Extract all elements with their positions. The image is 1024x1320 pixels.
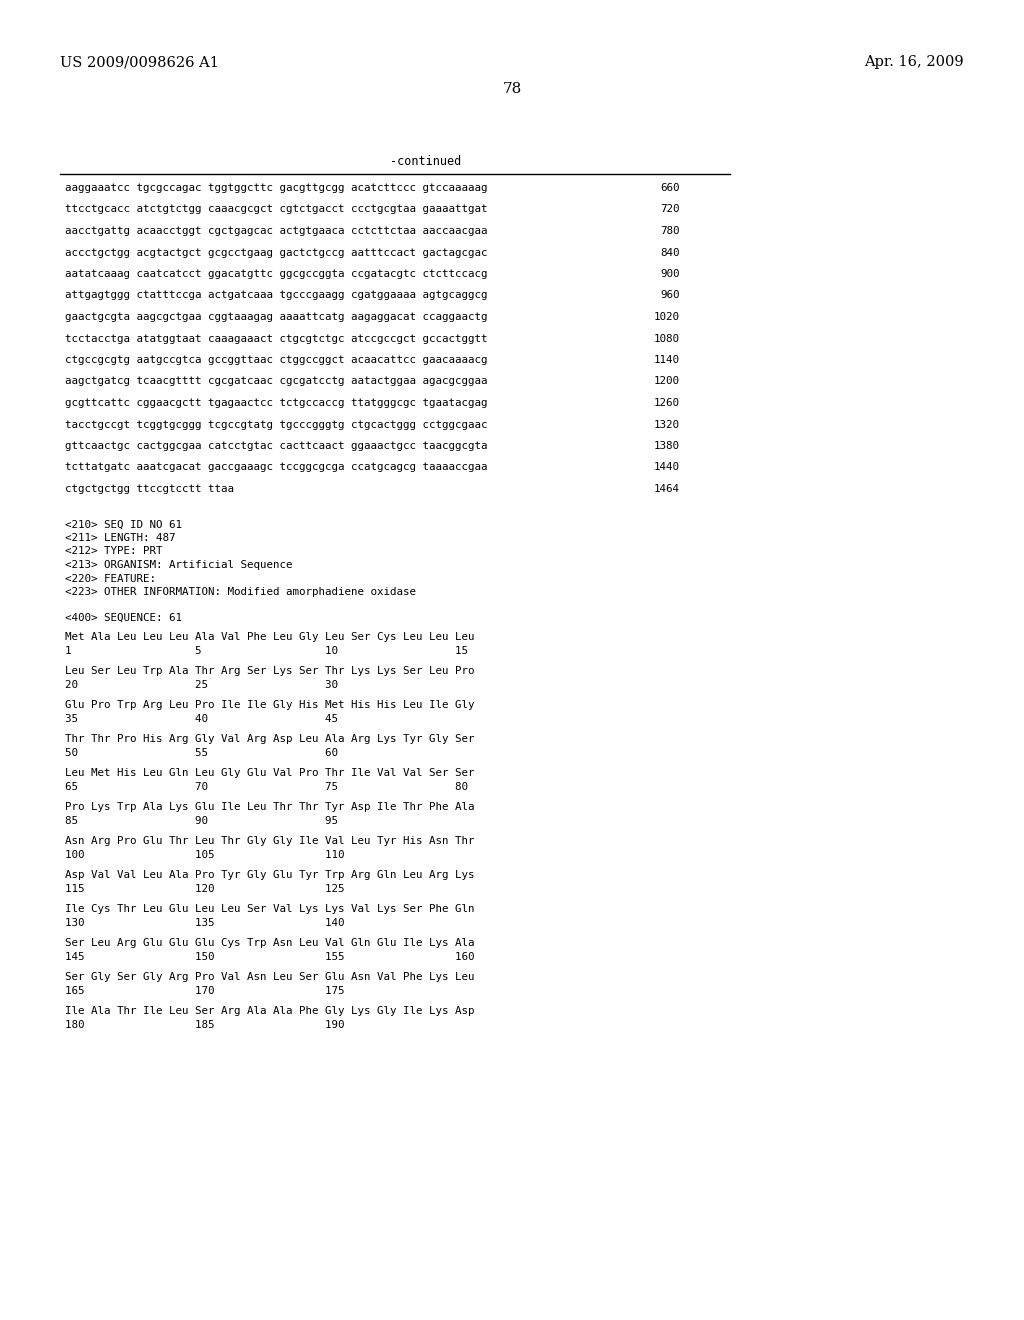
Text: tacctgccgt tcggtgcggg tcgccgtatg tgcccgggtg ctgcactggg cctggcgaac: tacctgccgt tcggtgcggg tcgccgtatg tgcccgg… <box>65 420 487 429</box>
Text: aagctgatcg tcaacgtttt cgcgatcaac cgcgatcctg aatactggaa agacgcggaa: aagctgatcg tcaacgtttt cgcgatcaac cgcgatc… <box>65 376 487 387</box>
Text: 1260: 1260 <box>654 399 680 408</box>
Text: -continued: -continued <box>390 154 461 168</box>
Text: 85                  90                  95: 85 90 95 <box>65 816 338 825</box>
Text: Ile Cys Thr Leu Glu Leu Leu Ser Val Lys Lys Val Lys Ser Phe Gln: Ile Cys Thr Leu Glu Leu Leu Ser Val Lys … <box>65 904 474 915</box>
Text: 65                  70                  75                  80: 65 70 75 80 <box>65 781 468 792</box>
Text: gttcaactgc cactggcgaa catcctgtac cacttcaact ggaaactgcc taacggcgta: gttcaactgc cactggcgaa catcctgtac cacttca… <box>65 441 487 451</box>
Text: tcctacctga atatggtaat caaagaaact ctgcgtctgc atccgccgct gccactggtt: tcctacctga atatggtaat caaagaaact ctgcgtc… <box>65 334 487 343</box>
Text: 78: 78 <box>503 82 521 96</box>
Text: <212> TYPE: PRT: <212> TYPE: PRT <box>65 546 163 557</box>
Text: Glu Pro Trp Arg Leu Pro Ile Ile Gly His Met His His Leu Ile Gly: Glu Pro Trp Arg Leu Pro Ile Ile Gly His … <box>65 701 474 710</box>
Text: tcttatgatc aaatcgacat gaccgaaagc tccggcgcga ccatgcagcg taaaaccgaa: tcttatgatc aaatcgacat gaccgaaagc tccggcg… <box>65 462 487 473</box>
Text: ctgctgctgg ttccgtcctt ttaa: ctgctgctgg ttccgtcctt ttaa <box>65 484 234 494</box>
Text: <213> ORGANISM: Artificial Sequence: <213> ORGANISM: Artificial Sequence <box>65 560 293 570</box>
Text: 1464: 1464 <box>654 484 680 494</box>
Text: Ile Ala Thr Ile Leu Ser Arg Ala Ala Phe Gly Lys Gly Ile Lys Asp: Ile Ala Thr Ile Leu Ser Arg Ala Ala Phe … <box>65 1006 474 1016</box>
Text: Asp Val Val Leu Ala Pro Tyr Gly Glu Tyr Trp Arg Gln Leu Arg Lys: Asp Val Val Leu Ala Pro Tyr Gly Glu Tyr … <box>65 870 474 880</box>
Text: accctgctgg acgtactgct gcgcctgaag gactctgccg aatttccact gactagcgac: accctgctgg acgtactgct gcgcctgaag gactctg… <box>65 248 487 257</box>
Text: Leu Ser Leu Trp Ala Thr Arg Ser Lys Ser Thr Lys Lys Ser Leu Pro: Leu Ser Leu Trp Ala Thr Arg Ser Lys Ser … <box>65 667 474 676</box>
Text: 960: 960 <box>660 290 680 301</box>
Text: 115                 120                 125: 115 120 125 <box>65 883 344 894</box>
Text: 1200: 1200 <box>654 376 680 387</box>
Text: 180                 185                 190: 180 185 190 <box>65 1019 344 1030</box>
Text: 1380: 1380 <box>654 441 680 451</box>
Text: 900: 900 <box>660 269 680 279</box>
Text: <220> FEATURE:: <220> FEATURE: <box>65 573 156 583</box>
Text: aacctgattg acaacctggt cgctgagcac actgtgaaca cctcttctaa aaccaacgaa: aacctgattg acaacctggt cgctgagcac actgtga… <box>65 226 487 236</box>
Text: 1140: 1140 <box>654 355 680 366</box>
Text: 1020: 1020 <box>654 312 680 322</box>
Text: ctgccgcgtg aatgccgtca gccggttaac ctggccggct acaacattcc gaacaaaacg: ctgccgcgtg aatgccgtca gccggttaac ctggccg… <box>65 355 487 366</box>
Text: gaactgcgta aagcgctgaa cggtaaagag aaaattcatg aagaggacat ccaggaactg: gaactgcgta aagcgctgaa cggtaaagag aaaattc… <box>65 312 487 322</box>
Text: aaggaaatcc tgcgccagac tggtggcttc gacgttgcgg acatcttccc gtccaaaaag: aaggaaatcc tgcgccagac tggtggcttc gacgttg… <box>65 183 487 193</box>
Text: Apr. 16, 2009: Apr. 16, 2009 <box>864 55 964 69</box>
Text: 165                 170                 175: 165 170 175 <box>65 986 344 995</box>
Text: Thr Thr Pro His Arg Gly Val Arg Asp Leu Ala Arg Lys Tyr Gly Ser: Thr Thr Pro His Arg Gly Val Arg Asp Leu … <box>65 734 474 744</box>
Text: Ser Leu Arg Glu Glu Glu Cys Trp Asn Leu Val Gln Glu Ile Lys Ala: Ser Leu Arg Glu Glu Glu Cys Trp Asn Leu … <box>65 939 474 949</box>
Text: 780: 780 <box>660 226 680 236</box>
Text: 1440: 1440 <box>654 462 680 473</box>
Text: <210> SEQ ID NO 61: <210> SEQ ID NO 61 <box>65 520 182 529</box>
Text: 50                  55                  60: 50 55 60 <box>65 747 338 758</box>
Text: Ser Gly Ser Gly Arg Pro Val Asn Leu Ser Glu Asn Val Phe Lys Leu: Ser Gly Ser Gly Arg Pro Val Asn Leu Ser … <box>65 973 474 982</box>
Text: <400> SEQUENCE: 61: <400> SEQUENCE: 61 <box>65 612 182 623</box>
Text: <211> LENGTH: 487: <211> LENGTH: 487 <box>65 533 175 543</box>
Text: 20                  25                  30: 20 25 30 <box>65 680 338 689</box>
Text: 1080: 1080 <box>654 334 680 343</box>
Text: 660: 660 <box>660 183 680 193</box>
Text: 100                 105                 110: 100 105 110 <box>65 850 344 859</box>
Text: 130                 135                 140: 130 135 140 <box>65 917 344 928</box>
Text: ttcctgcacc atctgtctgg caaacgcgct cgtctgacct ccctgcgtaa gaaaattgat: ttcctgcacc atctgtctgg caaacgcgct cgtctga… <box>65 205 487 214</box>
Text: Leu Met His Leu Gln Leu Gly Glu Val Pro Thr Ile Val Val Ser Ser: Leu Met His Leu Gln Leu Gly Glu Val Pro … <box>65 768 474 779</box>
Text: gcgttcattc cggaacgctt tgagaactcc tctgccaccg ttatgggcgc tgaatacgag: gcgttcattc cggaacgctt tgagaactcc tctgcca… <box>65 399 487 408</box>
Text: attgagtggg ctatttccga actgatcaaa tgcccgaagg cgatggaaaa agtgcaggcg: attgagtggg ctatttccga actgatcaaa tgcccga… <box>65 290 487 301</box>
Text: 35                  40                  45: 35 40 45 <box>65 714 338 723</box>
Text: aatatcaaag caatcatcct ggacatgttc ggcgccggta ccgatacgtc ctcttccacg: aatatcaaag caatcatcct ggacatgttc ggcgccg… <box>65 269 487 279</box>
Text: 720: 720 <box>660 205 680 214</box>
Text: 145                 150                 155                 160: 145 150 155 160 <box>65 952 474 961</box>
Text: Met Ala Leu Leu Leu Ala Val Phe Leu Gly Leu Ser Cys Leu Leu Leu: Met Ala Leu Leu Leu Ala Val Phe Leu Gly … <box>65 632 474 643</box>
Text: <223> OTHER INFORMATION: Modified amorphadiene oxidase: <223> OTHER INFORMATION: Modified amorph… <box>65 587 416 597</box>
Text: 1                   5                   10                  15: 1 5 10 15 <box>65 645 468 656</box>
Text: 840: 840 <box>660 248 680 257</box>
Text: Asn Arg Pro Glu Thr Leu Thr Gly Gly Ile Val Leu Tyr His Asn Thr: Asn Arg Pro Glu Thr Leu Thr Gly Gly Ile … <box>65 837 474 846</box>
Text: 1320: 1320 <box>654 420 680 429</box>
Text: US 2009/0098626 A1: US 2009/0098626 A1 <box>60 55 219 69</box>
Text: Pro Lys Trp Ala Lys Glu Ile Leu Thr Thr Tyr Asp Ile Thr Phe Ala: Pro Lys Trp Ala Lys Glu Ile Leu Thr Thr … <box>65 803 474 813</box>
